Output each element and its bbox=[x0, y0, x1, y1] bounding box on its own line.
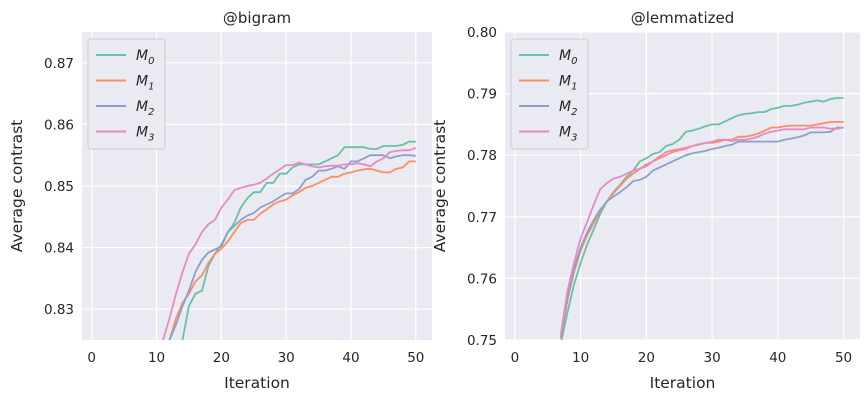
grid bbox=[82, 32, 432, 340]
series-line-m3 bbox=[162, 146, 417, 340]
legend-label-m3: M3 bbox=[559, 125, 577, 144]
x-tick-label: 50 bbox=[407, 350, 424, 366]
legend-label-m2: M2 bbox=[559, 99, 577, 118]
x-axis-label: Iteration bbox=[224, 374, 290, 392]
x-tick-label: 20 bbox=[213, 350, 230, 366]
legend: M0 M1 M2 M3 bbox=[510, 38, 589, 150]
series-line-m3 bbox=[560, 126, 844, 334]
grid bbox=[505, 31, 860, 341]
y-tick-label: 0.76 bbox=[467, 271, 497, 287]
y-tick-label: 0.87 bbox=[44, 56, 74, 72]
y-tick-label: 0.78 bbox=[467, 148, 497, 164]
legend-label-m0: M0 bbox=[136, 48, 154, 67]
y-tick-label: 0.80 bbox=[467, 25, 497, 41]
chart-title: @bigram bbox=[223, 9, 291, 27]
y-tick-label: 0.85 bbox=[44, 179, 74, 195]
legend: M0 M1 M2 M3 bbox=[87, 38, 166, 150]
x-tick-label: 40 bbox=[342, 350, 359, 366]
x-tick-label: 0 bbox=[511, 350, 520, 366]
series-line-m2 bbox=[168, 154, 416, 340]
legend-label-m1: M1 bbox=[136, 74, 154, 93]
series-group bbox=[162, 140, 417, 340]
y-tick-label: 0.83 bbox=[44, 302, 74, 318]
x-tick-label: 30 bbox=[703, 350, 720, 366]
x-tick-label: 50 bbox=[835, 350, 852, 366]
legend-label-m3: M3 bbox=[136, 125, 154, 144]
legend-box bbox=[510, 38, 589, 150]
x-tick-label: 10 bbox=[148, 350, 165, 366]
y-tick-label: 0.79 bbox=[467, 87, 497, 103]
chart-lemmatized: 0 10 20 30 40 50 0.75 0.76 0.77 0.78 0.79 0.80 @lemm… bbox=[431, 9, 860, 392]
x-tick-label: 20 bbox=[638, 350, 655, 366]
y-tick-label: 0.86 bbox=[44, 117, 74, 133]
y-tick-label: 0.84 bbox=[44, 241, 74, 257]
x-tick-label: 40 bbox=[769, 350, 786, 366]
x-tick-label: 10 bbox=[572, 350, 589, 366]
chart-title: @lemmatized bbox=[631, 9, 734, 27]
series-group bbox=[560, 97, 844, 340]
legend-label-m0: M0 bbox=[559, 48, 577, 67]
y-tick-label: 0.77 bbox=[467, 210, 497, 226]
x-tick-label: 0 bbox=[87, 350, 96, 366]
y-axis-label: Average contrast bbox=[8, 120, 26, 253]
chart-bigram: 0 10 20 30 40 50 0.83 0.84 0.85 0.86 0.87 @bigram It… bbox=[8, 9, 432, 392]
legend-label-m1: M1 bbox=[559, 74, 577, 93]
x-axis-label: Iteration bbox=[650, 374, 716, 392]
series-line-m2 bbox=[560, 126, 844, 338]
series-line-m1 bbox=[168, 160, 416, 340]
legend-label-m2: M2 bbox=[136, 99, 154, 118]
y-axis-label: Average contrast bbox=[431, 120, 449, 253]
x-tick-label: 30 bbox=[278, 350, 295, 366]
legend-box bbox=[87, 38, 166, 150]
y-tick-label: 0.75 bbox=[467, 333, 497, 349]
